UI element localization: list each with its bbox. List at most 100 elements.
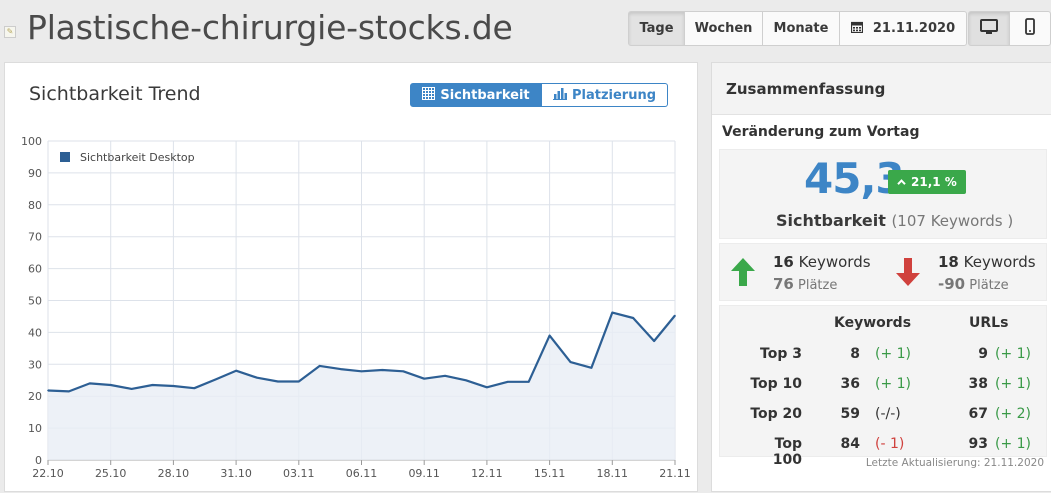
mobile-button[interactable] — [1009, 11, 1051, 46]
y-tick-label: 20 — [28, 390, 42, 403]
data-point — [193, 387, 196, 390]
data-point — [172, 385, 175, 387]
change-badge-value: 21,1 % — [911, 175, 957, 189]
y-tick-label: 0 — [35, 454, 42, 467]
row-label-top20: Top 20 — [750, 406, 802, 422]
row-keywords-delta: (+ 1) — [875, 346, 912, 362]
data-point — [423, 377, 426, 380]
toggle-sichtbarkeit[interactable]: Sichtbarkeit — [410, 83, 542, 107]
mobile-icon — [1025, 18, 1035, 39]
row-keywords: 84 — [840, 436, 860, 452]
row-urls: 38 — [968, 376, 988, 392]
x-tick-label: 06.11 — [346, 467, 378, 480]
header-keywords: Keywords — [834, 315, 912, 331]
data-point — [653, 340, 655, 342]
places-down-label: Plätze — [969, 278, 1009, 293]
data-point — [402, 370, 405, 373]
row-urls: 9 — [978, 346, 988, 362]
y-tick-label: 30 — [28, 358, 42, 371]
row-keywords: 59 — [840, 406, 860, 422]
chevron-up-icon — [897, 179, 906, 185]
toggle-platzierung[interactable]: Platzierung — [542, 83, 668, 107]
date-picker-button[interactable]: 21.11.2020 — [839, 11, 967, 46]
keywords-up-count: 16 — [773, 253, 794, 271]
x-tick-label: 31.10 — [220, 467, 252, 480]
keywords-down-label: Keywords — [963, 253, 1036, 271]
row-urls: 67 — [968, 406, 988, 422]
data-point — [47, 389, 49, 392]
places-down-count: -90 — [938, 275, 966, 293]
data-point — [256, 376, 258, 379]
summary-title: Zusammenfassung — [712, 63, 1051, 115]
row-keywords: 8 — [850, 346, 860, 362]
y-tick-label: 40 — [28, 326, 42, 339]
row-keywords-delta: (- 1) — [875, 436, 905, 452]
data-point — [360, 370, 363, 373]
period-selector: Tage Wochen Monate 21.11.2020 — [628, 11, 967, 46]
data-point — [632, 317, 634, 319]
row-label-top3: Top 3 — [760, 346, 802, 362]
toggle-label: Sichtbarkeit — [440, 87, 530, 103]
x-tick-label: 28.10 — [158, 467, 190, 480]
data-point — [527, 381, 530, 383]
keywords-down: 18 Keywords — [938, 253, 1036, 271]
period-label: Wochen — [694, 21, 753, 36]
visibility-label: Sichtbarkeit — [776, 211, 886, 230]
places-up: 76 Plätze — [773, 275, 837, 293]
x-tick-label: 18.11 — [597, 467, 629, 480]
period-button-monate[interactable]: Monate — [762, 11, 840, 46]
data-point — [214, 378, 216, 381]
data-point — [569, 361, 572, 363]
y-tick-label: 90 — [28, 167, 42, 180]
row-keywords-delta: (-/-) — [875, 406, 901, 422]
y-tick-label: 100 — [21, 135, 42, 148]
y-tick-label: 10 — [28, 422, 42, 435]
keywords-down-count: 18 — [938, 253, 959, 271]
row-urls-delta: (+ 1) — [995, 376, 1032, 392]
keywords-note: (107 Keywords ) — [891, 212, 1014, 230]
y-tick-label: 50 — [28, 295, 42, 308]
keywords-up: 16 Keywords — [773, 253, 871, 271]
ranking-table: Keywords URLs Top 3 8 (+ 1) 9 (+ 1) Top … — [719, 305, 1047, 468]
period-button-tage[interactable]: Tage — [628, 11, 685, 46]
arrow-down-icon — [896, 258, 920, 290]
chart-mode-toggle: Sichtbarkeit Platzierung — [410, 83, 668, 107]
trend-panel: 0 10 20 30 40 50 60 70 80 90 100 22.10 25.10 28.10 31.… — [4, 62, 698, 492]
summary-subtitle: Veränderung zum Vortag — [722, 124, 920, 140]
keyword-movement-card: 16 Keywords 76 Plätze 18 Keywords -90 Pl… — [719, 243, 1047, 301]
device-selector — [968, 11, 1051, 46]
row-label-top10: Top 10 — [750, 376, 802, 392]
last-update: Letzte Aktualisierung: 21.11.2020 — [865, 457, 1044, 469]
page-favicon-icon: ✎ — [4, 26, 16, 38]
x-tick-label: 25.10 — [95, 467, 127, 480]
period-label: Tage — [639, 21, 674, 36]
y-tick-label: 70 — [28, 231, 42, 244]
row-urls-delta: (+ 1) — [995, 346, 1032, 362]
arrow-up-icon — [731, 258, 755, 290]
row-urls-delta: (+ 2) — [995, 406, 1032, 422]
summary-panel: Zusammenfassung Veränderung zum Vortag 4… — [711, 62, 1051, 492]
data-point — [298, 380, 300, 383]
x-tick-label: 15.11 — [534, 467, 566, 480]
period-button-wochen[interactable]: Wochen — [684, 11, 763, 46]
bar-chart-icon — [552, 87, 567, 103]
data-point — [109, 384, 112, 386]
y-tick-label: 80 — [28, 199, 42, 212]
row-keywords: 36 — [840, 376, 860, 392]
data-point — [486, 386, 488, 389]
period-label: Monate — [773, 21, 829, 36]
places-up-count: 76 — [773, 275, 794, 293]
data-point — [590, 367, 593, 369]
x-tick-label: 22.10 — [32, 467, 64, 480]
data-point — [339, 368, 342, 370]
desktop-button[interactable] — [968, 11, 1010, 46]
trend-title: Sichtbarkeit Trend — [29, 83, 201, 105]
row-urls: 93 — [968, 436, 988, 452]
row-keywords-delta: (+ 1) — [875, 376, 912, 392]
data-point — [465, 379, 467, 382]
series-area — [48, 312, 675, 460]
row-label-top100: Top 100 — [772, 436, 802, 468]
data-point — [507, 381, 509, 383]
visibility-chart: 0 10 20 30 40 50 60 70 80 90 100 22.10 25.10 28.10 31.… — [21, 135, 691, 480]
data-point — [89, 382, 91, 385]
